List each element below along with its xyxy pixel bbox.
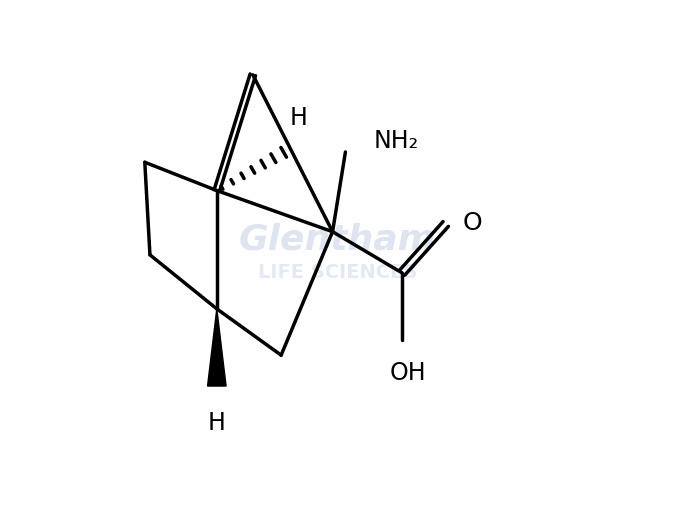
Text: O: O: [462, 211, 482, 235]
Text: NH₂: NH₂: [374, 128, 419, 153]
Text: Glentham: Glentham: [239, 223, 436, 256]
Polygon shape: [207, 309, 226, 386]
Text: H: H: [289, 106, 307, 130]
Text: H: H: [208, 411, 226, 435]
Text: OH: OH: [390, 361, 427, 385]
Text: LIFE SCIENCES: LIFE SCIENCES: [258, 263, 418, 282]
